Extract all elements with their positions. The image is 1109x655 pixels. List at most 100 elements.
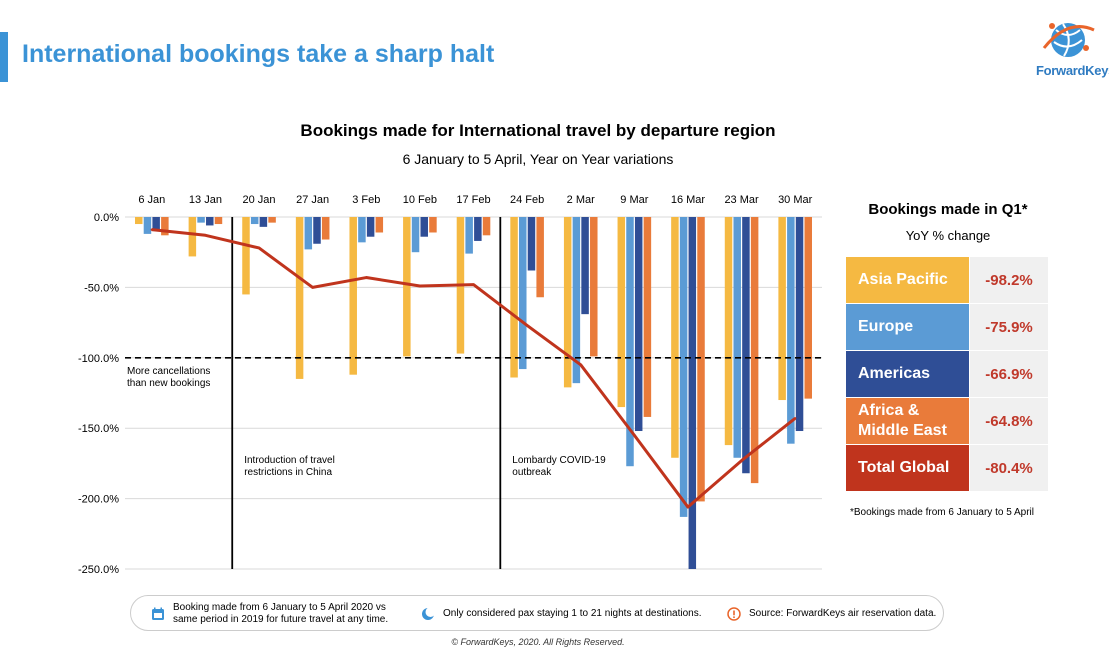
x-tick-label: 10 Feb bbox=[403, 194, 437, 206]
q1-legend-table: Asia Pacific -98.2% Europe -75.9% Americ… bbox=[846, 257, 1048, 492]
legend-value: -80.4% bbox=[970, 445, 1048, 491]
y-tick-label: -100.0% bbox=[78, 353, 119, 365]
bar bbox=[750, 217, 759, 484]
event-label: Lombardy COVID-19 bbox=[512, 455, 606, 466]
y-tick-label: 0.0% bbox=[94, 212, 119, 224]
x-tick-label: 20 Jan bbox=[243, 194, 276, 206]
bar bbox=[242, 217, 250, 295]
legend-value: -98.2% bbox=[970, 257, 1048, 303]
x-tick-label: 17 Feb bbox=[456, 194, 490, 206]
page-title: International bookings take a sharp halt bbox=[22, 40, 495, 68]
bar bbox=[697, 217, 705, 502]
moon-icon bbox=[422, 607, 435, 620]
x-tick-label: 6 Jan bbox=[138, 194, 165, 206]
bar bbox=[474, 217, 482, 241]
warning-icon bbox=[727, 607, 741, 621]
bar bbox=[143, 217, 152, 234]
line-point bbox=[311, 286, 314, 289]
line-point bbox=[793, 417, 797, 420]
legend-value: -66.9% bbox=[970, 351, 1048, 397]
y-tick-label: -250.0% bbox=[78, 564, 119, 576]
line-point bbox=[418, 284, 422, 288]
info-source: Source: ForwardKeys air reservation data… bbox=[727, 596, 936, 632]
x-tick-label: 16 Mar bbox=[671, 194, 706, 206]
bar bbox=[590, 217, 598, 357]
bar bbox=[482, 217, 491, 236]
legend-label: Asia Pacific bbox=[846, 257, 969, 303]
bar bbox=[510, 217, 518, 378]
bar bbox=[643, 217, 652, 417]
bookings-bar-chart: 0.0% -50.0% -100.0% -150.0% -200.0% -250.0% 6 … bbox=[78, 194, 822, 576]
bar bbox=[671, 217, 679, 458]
bar bbox=[581, 217, 589, 315]
legend-row-asia-pacific: Asia Pacific -98.2% bbox=[846, 257, 1048, 303]
line-point bbox=[257, 246, 261, 250]
bar bbox=[804, 217, 812, 399]
bar bbox=[403, 217, 411, 357]
bar bbox=[375, 217, 384, 233]
y-tick-label: -50.0% bbox=[84, 282, 119, 294]
forwardkeys-globe-icon bbox=[1042, 23, 1095, 57]
line-point bbox=[525, 324, 529, 327]
info-box: Booking made from 6 January to 5 April 2… bbox=[130, 595, 944, 631]
bar bbox=[465, 217, 473, 254]
line-point bbox=[365, 276, 368, 279]
event-label: restrictions in China bbox=[244, 467, 332, 478]
y-tick-label: -150.0% bbox=[78, 423, 119, 435]
bar bbox=[688, 217, 697, 569]
info-source-text: Source: ForwardKeys air reservation data… bbox=[749, 608, 937, 619]
bar bbox=[617, 217, 626, 408]
legend-label: Europe bbox=[846, 304, 969, 350]
bar bbox=[259, 217, 268, 227]
line-point bbox=[579, 363, 582, 367]
event-label: Introduction of travel bbox=[244, 455, 335, 466]
bar bbox=[527, 217, 536, 271]
bar bbox=[349, 217, 357, 375]
x-tick-label: 9 Mar bbox=[620, 194, 648, 206]
bar bbox=[214, 217, 223, 225]
legend-subtitle: YoY % change bbox=[905, 228, 991, 243]
line-point bbox=[686, 505, 690, 509]
copyright: © ForwardKeys, 2020. All Rights Reserved… bbox=[451, 637, 625, 647]
x-tick-label: 24 Feb bbox=[510, 194, 544, 206]
bar bbox=[733, 217, 741, 458]
reference-line-label: More cancellations bbox=[127, 366, 210, 377]
x-tick-label: 13 Jan bbox=[189, 194, 222, 206]
line-point bbox=[472, 283, 475, 286]
legend-value: -75.9% bbox=[970, 304, 1048, 350]
x-tick-label: 27 Jan bbox=[296, 194, 329, 206]
bar bbox=[152, 217, 160, 232]
bar bbox=[429, 217, 437, 233]
line-point bbox=[633, 434, 636, 437]
x-tick-label: 30 Mar bbox=[778, 194, 813, 206]
bar bbox=[197, 217, 205, 223]
bar bbox=[295, 217, 304, 379]
info-pax-text: Only considered pax staying 1 to 21 nigh… bbox=[443, 608, 702, 619]
chart-title: Bookings made for International travel b… bbox=[300, 121, 776, 140]
bar bbox=[787, 217, 795, 444]
legend-label: Total Global bbox=[846, 445, 969, 491]
bar bbox=[420, 217, 428, 237]
legend-row-europe: Europe -75.9% bbox=[846, 304, 1048, 350]
legend-value: -64.8% bbox=[970, 398, 1048, 444]
bar bbox=[536, 217, 544, 298]
bar bbox=[411, 217, 420, 253]
info-booking-period: Booking made from 6 January to 5 April 2… bbox=[151, 596, 401, 632]
bar bbox=[358, 217, 366, 243]
bar bbox=[634, 217, 643, 432]
bar bbox=[188, 217, 197, 257]
line-point bbox=[740, 459, 743, 462]
bar bbox=[161, 217, 169, 236]
bar bbox=[304, 217, 313, 250]
bar bbox=[572, 217, 581, 384]
legend-footnote: *Bookings made from 6 January to 5 April bbox=[850, 507, 1034, 518]
info-booking-period-text: Booking made from 6 January to 5 April 2… bbox=[173, 602, 389, 625]
legend-title: Bookings made in Q1* bbox=[868, 201, 1028, 218]
logo-text: ForwardKeys bbox=[1036, 63, 1109, 78]
info-pax: Only considered pax staying 1 to 21 nigh… bbox=[421, 596, 702, 632]
bar bbox=[563, 217, 572, 388]
x-tick-label: 3 Feb bbox=[352, 194, 380, 206]
legend-row-americas: Americas -66.9% bbox=[846, 351, 1048, 397]
reference-line-label: than new bookings bbox=[127, 378, 210, 389]
title-accent-bar bbox=[0, 32, 8, 82]
